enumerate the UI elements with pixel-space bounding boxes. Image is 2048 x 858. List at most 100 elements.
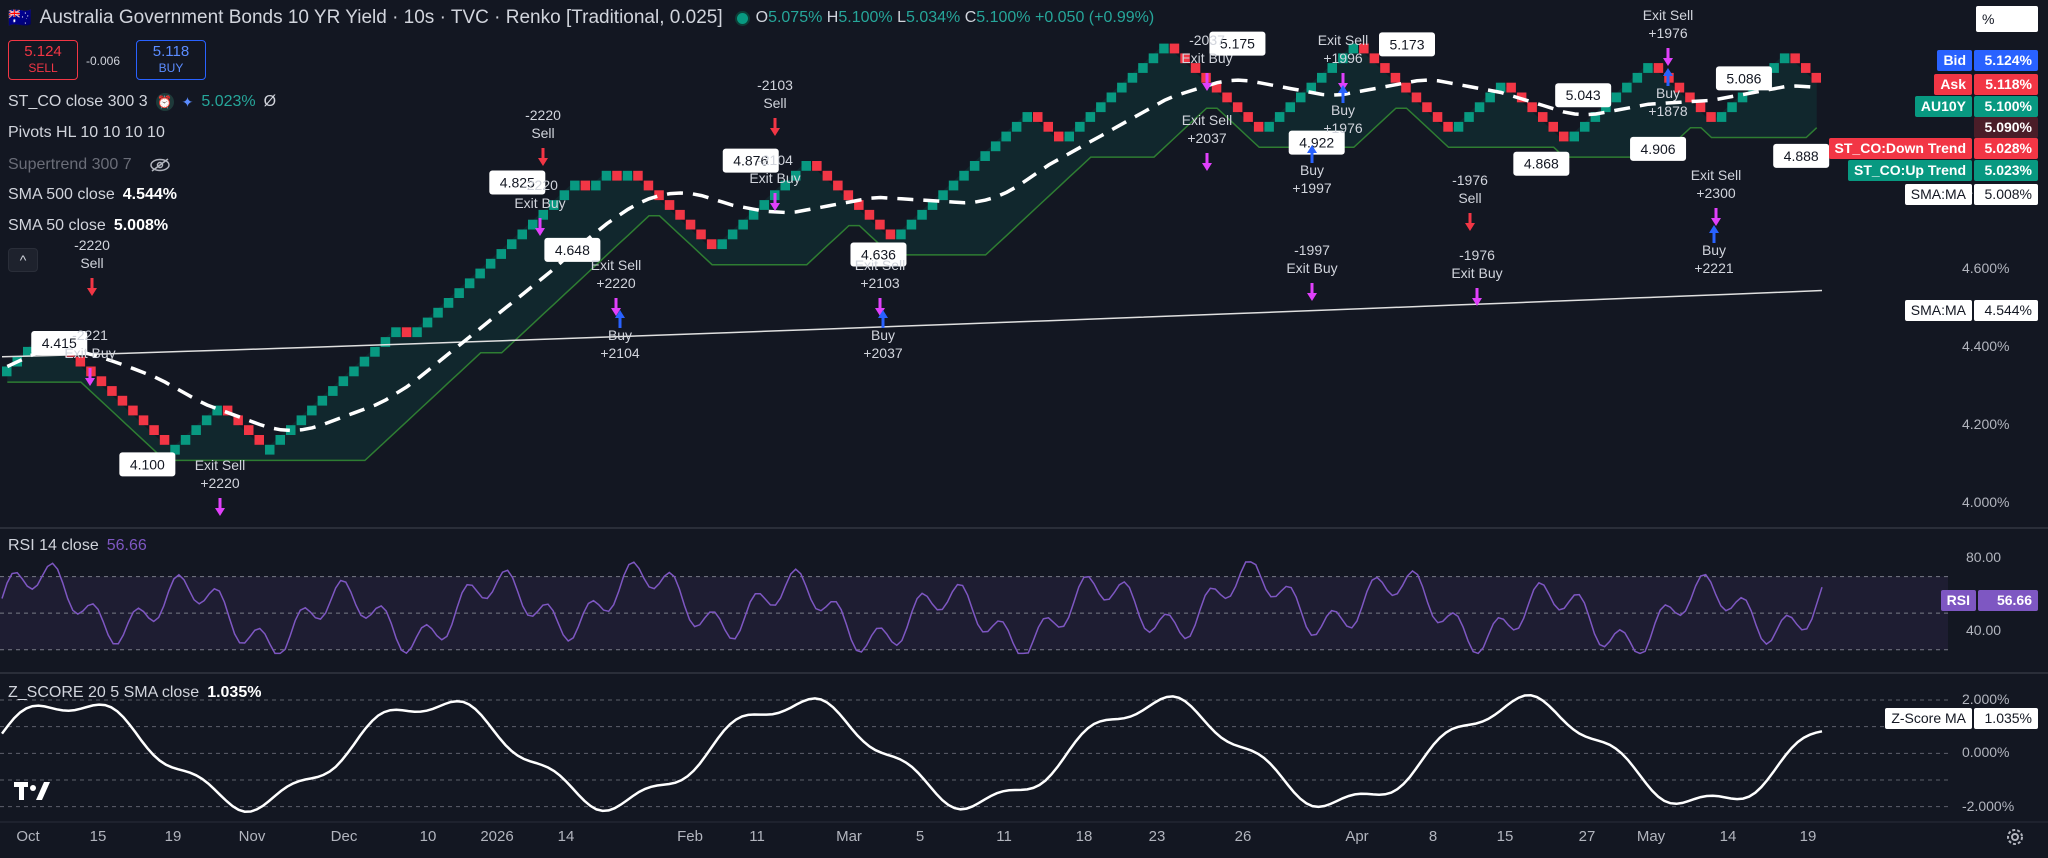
renko-brick-up — [328, 386, 338, 396]
sell-price: 5.124 — [24, 43, 62, 60]
renko-brick-up — [496, 249, 506, 259]
renko-brick-up — [265, 444, 275, 455]
renko-brick-up — [1737, 92, 1748, 103]
sell-arrow-icon — [1202, 73, 1212, 91]
renko-brick-up — [791, 170, 801, 181]
ohlc-low: 5.034% — [905, 9, 961, 26]
signal-text: Exit Buy — [749, 170, 800, 186]
pivot-label-text: 4.922 — [1299, 135, 1334, 151]
buy-button[interactable]: 5.118 BUY — [136, 40, 206, 80]
sell-arrow-icon — [535, 218, 545, 236]
signal-text: Exit Buy — [1181, 50, 1232, 66]
sma500-line — [1, 289, 1823, 358]
renko-brick-up — [1148, 53, 1159, 64]
indicator-supertrend-label[interactable]: Supertrend 300 7 — [8, 156, 132, 173]
renko-brick-down — [1801, 63, 1811, 73]
alarm-icon[interactable]: ⏰ — [155, 93, 174, 111]
renko-brick-up — [959, 170, 969, 181]
indicator-supertrend[interactable]: Supertrend 300 7 — [8, 156, 170, 174]
time-label: 15 — [89, 828, 107, 845]
signal-text: -2220 — [525, 107, 561, 123]
indicator-sma50-label[interactable]: SMA 50 close — [8, 217, 106, 234]
signal-buy: Buy +1997 — [1292, 145, 1332, 196]
signal-exit: Exit Sell +2037 — [1182, 112, 1232, 171]
indicator-pivots[interactable]: Pivots HL 10 10 10 10 — [8, 124, 165, 142]
scale-percent-toggle[interactable]: % — [1976, 6, 2038, 32]
price-tick: 4.400% — [1962, 337, 2010, 354]
collapse-legend-button[interactable]: ^ — [8, 248, 38, 272]
signal-text: Sell — [531, 125, 554, 141]
renko-brick-down — [254, 435, 264, 445]
renko-brick-up — [1117, 82, 1127, 93]
pivot-label-text: 4.415 — [42, 335, 77, 351]
zscore-legend[interactable]: Z_SCORE 20 5 SMA close 1.035% — [8, 684, 261, 702]
signal-text: -2104 — [757, 152, 793, 168]
signal-text: Exit Sell — [1643, 7, 1694, 23]
sell-button[interactable]: 5.124 SELL — [8, 40, 78, 80]
rsi-label[interactable]: RSI 14 close — [8, 537, 99, 554]
indicator-stco-label[interactable]: ST_CO close 300 3 — [8, 93, 148, 110]
price-tag-label: SMA:MA — [1904, 184, 1972, 205]
signal-exit: Exit Sell +2220 — [591, 257, 641, 316]
renko-brick-up — [1327, 63, 1337, 73]
signal-exit: Exit Sell +2220 — [195, 457, 245, 516]
renko-brick-up — [1011, 121, 1022, 132]
ohlc-l-label: L — [897, 9, 906, 26]
indicator-sma50[interactable]: SMA 50 close 5.008% — [8, 217, 168, 235]
zscore-value: 1.035% — [207, 684, 262, 701]
hidden-eye-icon[interactable] — [149, 158, 170, 172]
renko-brick-up — [1106, 92, 1117, 103]
sell-label: SELL — [28, 61, 58, 75]
time-label: Feb — [677, 828, 703, 845]
renko-brick-down — [75, 356, 86, 367]
renko-brick-up — [412, 327, 422, 338]
gear-icon[interactable] — [2004, 826, 2026, 848]
tradingview-logo[interactable] — [14, 780, 52, 807]
signal-text: +1997 — [1292, 180, 1332, 196]
renko-brick-up — [601, 170, 612, 181]
renko-brick-up — [485, 258, 496, 269]
renko-brick-down — [812, 161, 822, 171]
signal-text: +2104 — [600, 345, 640, 361]
zscore-tick: 0.000% — [1962, 744, 2010, 761]
renko-brick-up — [201, 415, 212, 426]
renko-brick-down — [244, 425, 254, 435]
renko-brick-down — [1253, 121, 1264, 132]
pivot-label: 4.415 — [31, 330, 88, 355]
renko-brick-down — [580, 180, 591, 191]
ohlc-c-label: C — [964, 9, 977, 26]
ohlc-change: +0.050 (+0.99%) — [1034, 9, 1155, 26]
rsi-legend[interactable]: RSI 14 close 56.66 — [8, 537, 147, 555]
renko-brick-up — [927, 200, 938, 210]
zscore-label[interactable]: Z_SCORE 20 5 SMA close — [8, 684, 200, 701]
ohlc-open: 5.075% — [768, 9, 823, 26]
signal-text: +1976 — [1323, 120, 1363, 136]
renko-brick-up — [443, 298, 454, 308]
pivot-label: 4.648 — [544, 237, 601, 262]
signal-text: +2037 — [863, 345, 903, 361]
sell-arrow-icon — [1663, 48, 1673, 66]
pivot-label-text: 4.636 — [861, 247, 896, 263]
indicator-pivots-label[interactable]: Pivots HL 10 10 10 10 — [8, 124, 165, 141]
price-tag: 5.090% — [1974, 117, 2038, 138]
pivot-label: 4.888 — [1773, 143, 1830, 168]
symbol-header[interactable]: 🇦🇺 Australia Government Bonds 10 YR Yiel… — [8, 6, 1154, 30]
renko-brick-up — [307, 405, 317, 416]
renko-brick-up — [990, 141, 1001, 152]
price-tag-value: 5.118% — [1974, 74, 2038, 95]
time-label: 10 — [419, 828, 437, 845]
symbol-title[interactable]: Australia Government Bonds 10 YR Yield ·… — [39, 7, 723, 28]
renko-brick-down — [1695, 102, 1706, 113]
renko-brick-up — [1264, 121, 1274, 132]
renko-brick-up — [1495, 82, 1506, 93]
renko-brick-down — [1033, 112, 1043, 122]
indicator-stco[interactable]: ST_CO close 300 3 ⏰ ✦ 5.023% Ø — [8, 93, 276, 111]
sparkle-icon[interactable]: ✦ — [181, 93, 194, 110]
sell-arrow-icon — [87, 278, 97, 296]
indicator-sma500-label[interactable]: SMA 500 close — [8, 186, 115, 203]
indicator-sma500[interactable]: SMA 500 close 4.544% — [8, 186, 177, 204]
renko-brick-up — [1643, 63, 1653, 73]
renko-brick-up — [317, 395, 328, 406]
time-label: 11 — [996, 828, 1012, 845]
